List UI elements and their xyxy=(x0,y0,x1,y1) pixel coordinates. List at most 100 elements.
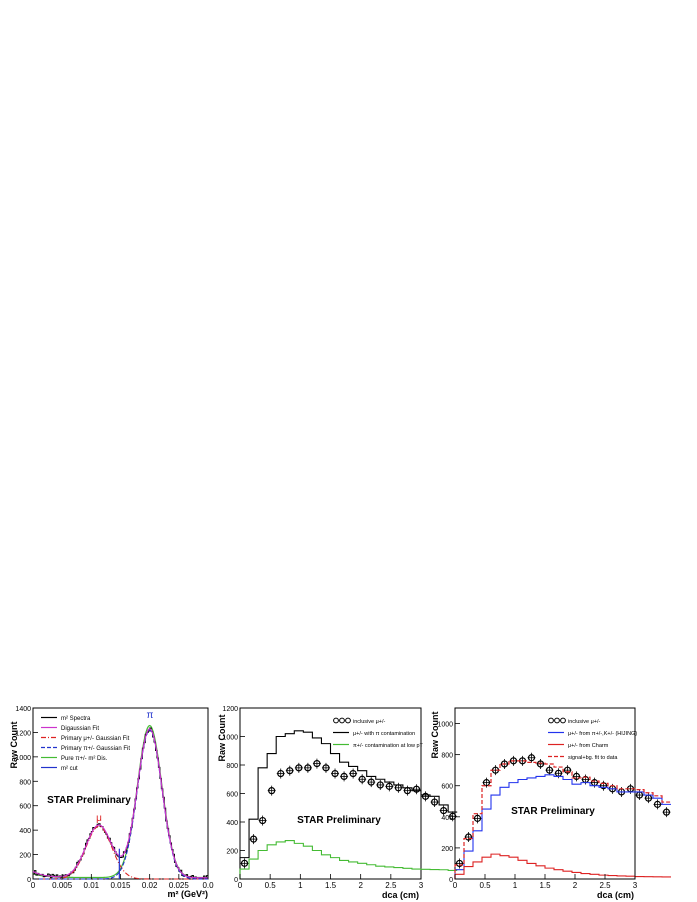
legend-label: μ+/- from Charm xyxy=(568,743,609,749)
x-tick-label: 0.5 xyxy=(479,881,491,890)
data-point xyxy=(304,764,312,772)
x-tick-label: 0 xyxy=(238,881,243,890)
data-point xyxy=(482,779,491,787)
x-tick-label: 2.5 xyxy=(385,881,397,890)
panel-1-pi-label: π xyxy=(147,710,154,721)
data-point xyxy=(455,859,464,868)
data-point xyxy=(509,757,518,765)
x-tick-label: 2 xyxy=(573,881,578,890)
legend-label: μ+/- from π+/-,K+/- (HIJING) xyxy=(568,731,637,737)
x-tick-label: 1.5 xyxy=(539,881,551,890)
x-tick-label: 0.01 xyxy=(84,881,100,890)
legend-label: Primary μ+/- Gaussian Fit xyxy=(61,736,130,742)
y-tick-label: 1200 xyxy=(15,730,31,737)
data-point xyxy=(340,772,348,781)
x-tick-label: 0.025 xyxy=(169,881,190,890)
panel-3-star-label: STAR Preliminary xyxy=(511,806,595,817)
data-point xyxy=(653,800,662,808)
data-point xyxy=(358,775,366,783)
legend-marker-icon xyxy=(339,717,345,724)
data-point xyxy=(536,760,545,768)
x-tick-label: 2.5 xyxy=(599,881,611,890)
panel-3-ylabel: Raw Count xyxy=(430,712,440,759)
legend-label: Primary π+/- Gaussian Fit xyxy=(61,746,130,752)
legend-label: π+/- contamination at low pT xyxy=(353,743,424,749)
data-point xyxy=(473,814,482,822)
y-tick-label: 600 xyxy=(441,784,453,791)
data-point xyxy=(440,806,448,815)
legend-marker-icon xyxy=(560,717,566,724)
data-point xyxy=(322,764,330,772)
panel-2-ticks: 0 0.5 1 1.5 2 2.5 3 0 200 400 600 800 1000 1200 xyxy=(222,706,423,890)
panel-2-marks xyxy=(239,730,458,879)
panel-2-xlabel: dca (cm) xyxy=(382,890,419,900)
y-tick-label: 200 xyxy=(226,849,238,856)
data-point xyxy=(349,769,357,778)
data-point xyxy=(464,833,473,841)
data-point xyxy=(572,772,581,781)
legend-label: m² Spectra xyxy=(61,716,91,722)
data-point xyxy=(331,769,339,778)
y-tick-label: 1000 xyxy=(437,722,453,729)
y-tick-label: 1000 xyxy=(222,735,238,742)
panel-1-mu-label: μ xyxy=(96,813,102,824)
panel-3-ticks: 0 0.5 1 1.5 2 2.5 3 0 200 400 600 800 1000 xyxy=(437,722,637,890)
legend-marker-icon xyxy=(345,717,351,724)
legend-label: Pure π+/- m² Dis. xyxy=(61,756,108,762)
data-point xyxy=(313,759,321,768)
legend-label: inclusive μ+/- xyxy=(568,719,601,725)
data-point xyxy=(385,782,393,790)
x-tick-label: 0.5 xyxy=(265,881,277,890)
y-tick-label: 1400 xyxy=(15,706,31,713)
series-histogram xyxy=(454,853,671,879)
series-histogram xyxy=(454,774,671,879)
y-tick-label: 400 xyxy=(19,828,31,835)
y-tick-label: 400 xyxy=(441,815,453,822)
data-point xyxy=(527,754,536,762)
x-tick-label: 0 xyxy=(31,881,36,890)
panel-2-ylabel: Raw Count xyxy=(217,715,227,762)
y-tick-label: 200 xyxy=(19,853,31,860)
legend-marker-icon xyxy=(333,717,339,724)
legend-label: μ+/- with π contamination xyxy=(353,731,415,737)
x-tick-label: 0.0 xyxy=(202,881,214,890)
panel-1-legend: m² Spectra Digaussian Fit Primary μ+/- Gau… xyxy=(41,716,130,772)
data-point xyxy=(367,778,375,786)
legend-label: Digaussian Fit xyxy=(61,726,99,732)
panel-3-xlabel: dca (cm) xyxy=(597,890,634,900)
data-point xyxy=(545,766,554,774)
panel-2-legend: inclusive μ+/- μ+/- with π contamination π… xyxy=(333,717,424,749)
mass-squared-panel: 0 0.005 0.01 0.015 0.02 0.025 0.0 0 200 400 600 800… xyxy=(9,706,214,899)
fit-histogram xyxy=(454,760,671,879)
panel-3-legend: inclusive μ+/- μ+/- from π+/-,K+/- (HIJIN… xyxy=(548,717,637,761)
dca-decomposition-panel: 0 0.5 1 1.5 2 2.5 3 0 200 400 600 800 1000 inclusive… xyxy=(430,707,671,900)
data-point xyxy=(286,767,294,775)
data-point xyxy=(449,812,457,820)
x-tick-label: 3 xyxy=(633,881,638,890)
data-point xyxy=(500,760,509,768)
data-point xyxy=(259,816,267,825)
x-tick-label: 1 xyxy=(513,881,518,890)
data-point xyxy=(412,785,421,793)
data-point xyxy=(268,787,276,795)
series-histogram xyxy=(239,839,458,879)
data-point xyxy=(277,769,285,778)
panel-1-star-label: STAR Preliminary xyxy=(47,795,131,806)
y-tick-label: 600 xyxy=(19,804,31,811)
dca-contamination-panel: 0 0.5 1 1.5 2 2.5 3 0 200 400 600 800 1000 1200 inclu… xyxy=(217,706,458,900)
data-point xyxy=(421,792,430,800)
legend-marker-icon xyxy=(548,717,554,724)
data-point xyxy=(662,808,671,816)
data-point xyxy=(240,859,249,867)
y-tick-label: 400 xyxy=(226,820,238,827)
data-point xyxy=(249,835,258,843)
x-tick-label: 0.015 xyxy=(110,881,131,890)
x-tick-label: 3 xyxy=(419,881,424,890)
x-tick-label: 0 xyxy=(453,881,458,890)
x-tick-label: 1 xyxy=(298,881,303,890)
y-tick-label: 800 xyxy=(19,779,31,786)
panel-1-xlabel: m² (GeV²) xyxy=(168,889,209,899)
x-tick-label: 0.005 xyxy=(52,881,73,890)
legend-marker-icon xyxy=(554,717,560,724)
